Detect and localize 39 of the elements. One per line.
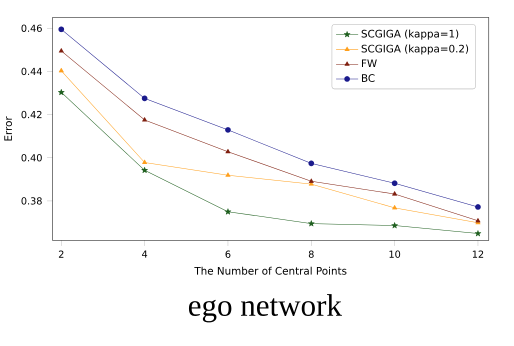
text: ego network xyxy=(188,294,342,322)
point xyxy=(142,117,148,122)
legend-label: FW xyxy=(362,59,377,67)
point xyxy=(308,178,314,183)
legend-label: BC xyxy=(362,74,375,82)
point xyxy=(142,160,148,164)
point xyxy=(58,48,64,52)
x-tick-label: 8 xyxy=(308,250,314,258)
point xyxy=(58,68,64,72)
point xyxy=(58,88,64,96)
point xyxy=(142,96,148,102)
y-tick-label: 0.40 xyxy=(22,154,42,162)
point xyxy=(474,230,482,236)
x-tick-label: 2 xyxy=(58,250,64,258)
legend-label: SCGIGA (kappa=1) xyxy=(362,30,458,40)
y-axis-title: Error xyxy=(4,116,12,140)
point xyxy=(225,148,230,154)
point xyxy=(225,172,230,177)
y-tick-label: 0.46 xyxy=(22,24,42,32)
x-tick-label: 10 xyxy=(390,250,400,258)
x-axis-title: The Number of Central Points xyxy=(194,266,346,275)
y-tick-label: 0.42 xyxy=(22,110,42,118)
x-tick-label: 6 xyxy=(226,250,230,258)
point xyxy=(391,222,398,228)
y-tick-label: 0.44 xyxy=(22,68,42,76)
point xyxy=(392,191,398,196)
legend-label: SCGIGA (kappa=0.2) xyxy=(362,44,468,54)
x-tick-label: 4 xyxy=(142,250,148,258)
point xyxy=(392,204,398,210)
point xyxy=(224,208,232,214)
y-tick-label: 0.38 xyxy=(22,197,42,205)
x-tick-label: 12 xyxy=(472,250,484,258)
point xyxy=(58,26,64,32)
point xyxy=(141,166,148,173)
point xyxy=(392,180,398,186)
point xyxy=(308,160,314,166)
point xyxy=(225,127,231,133)
point xyxy=(475,204,481,210)
point xyxy=(308,220,314,226)
